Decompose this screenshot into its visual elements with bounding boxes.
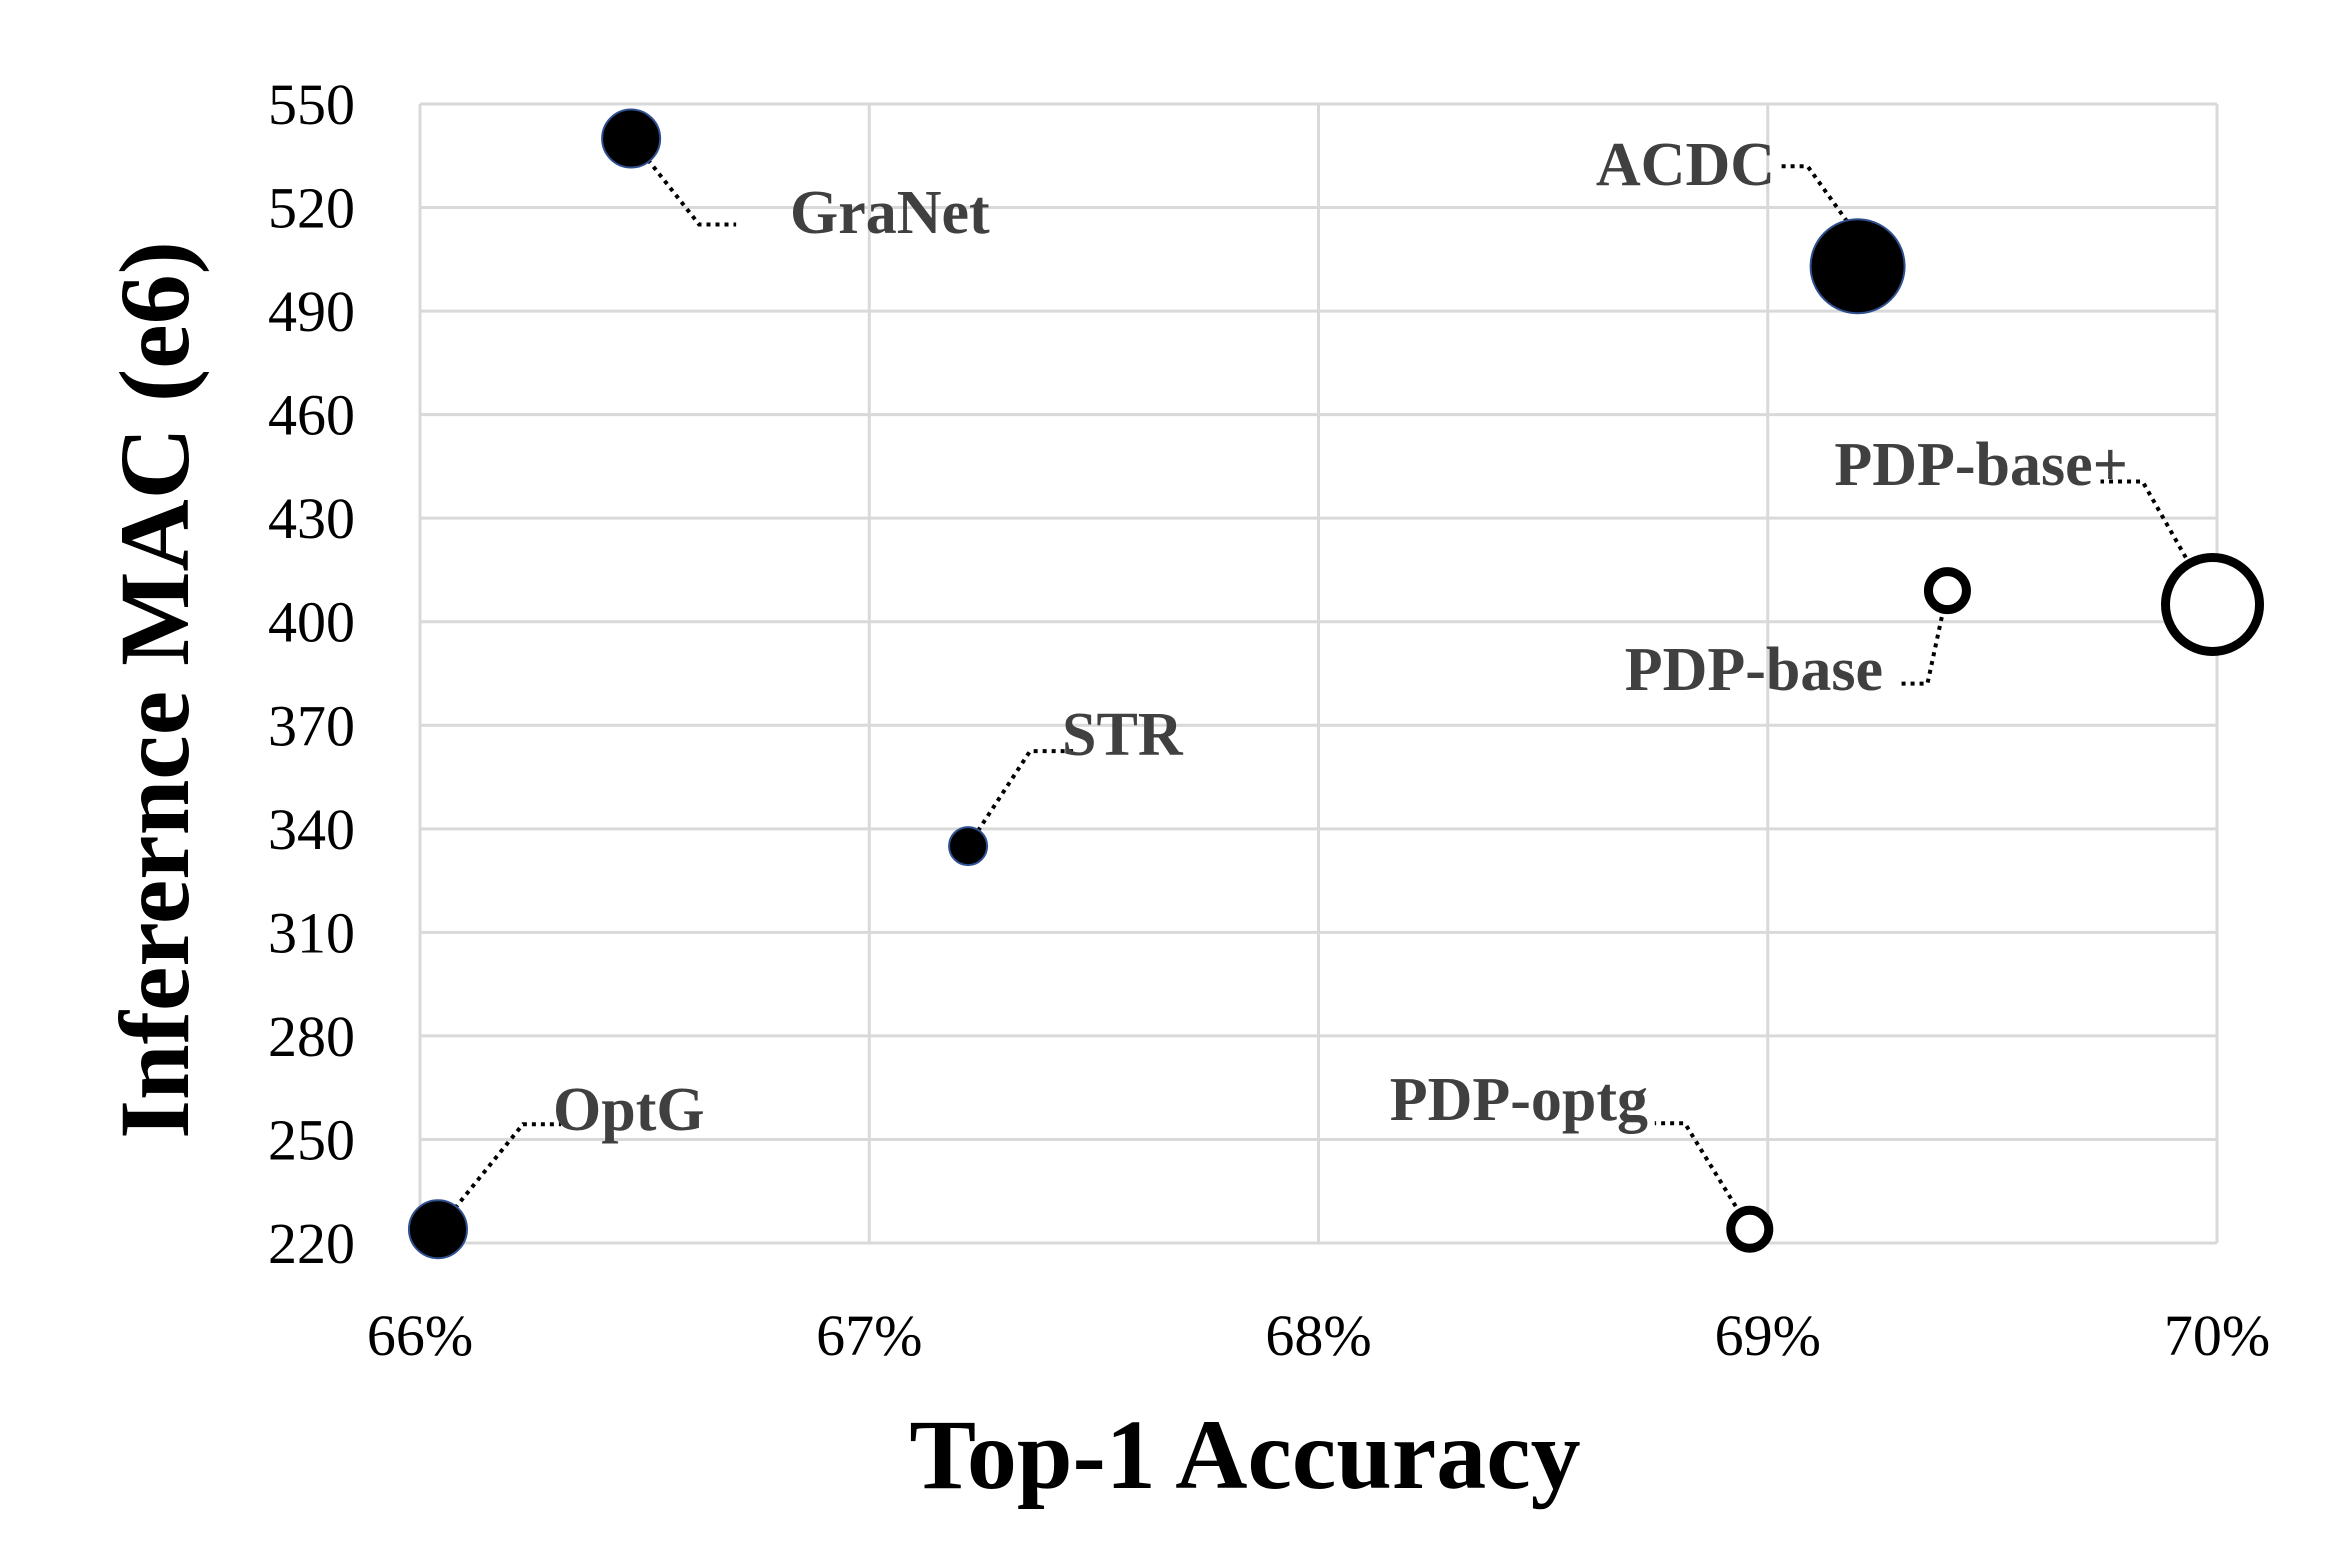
y-axis-title: Inferernce MAC (e6) (99, 241, 210, 1139)
leader-str (966, 749, 1074, 848)
y-tick-label: 550 (268, 72, 355, 137)
x-tick-label: 68% (1265, 1303, 1371, 1368)
x-axis-ticks: 66% 67% 68% 69% 70% (367, 1303, 2270, 1368)
leader-acdc (1777, 164, 1860, 238)
point-pdp-base (2161, 552, 2265, 656)
label-leaders (436, 137, 2215, 1231)
point-pdp-optg (1726, 1205, 1774, 1253)
y-tick-label: 460 (268, 383, 355, 448)
point-str (948, 826, 989, 867)
label-pdp-base: PDP-base+ (1834, 431, 2128, 499)
y-tick-label: 250 (268, 1107, 355, 1172)
y-tick-label: 370 (268, 693, 355, 758)
x-tick-label: 67% (816, 1303, 922, 1368)
point-pdp-base (1923, 567, 1971, 615)
data-points (407, 108, 2265, 1260)
point-acdc (1809, 218, 1906, 315)
point-labels: GraNet ACDC STR OptG PDP-base PDP-base+ PDP-op… (553, 131, 2128, 1144)
leader-optg (436, 1122, 561, 1231)
y-axis-ticks: 220 250 280 310 340 370 400 430 460 490 520 550 (268, 72, 355, 1276)
x-tick-label: 69% (1715, 1303, 1821, 1368)
y-tick-label: 520 (268, 176, 355, 241)
y-tick-label: 220 (268, 1211, 355, 1276)
label-pdp-optg: PDP-optg (1390, 1066, 1648, 1134)
x-axis-title: Top-1 Accuracy (909, 1399, 1580, 1510)
leader-granet (629, 137, 737, 227)
y-tick-label: 400 (268, 590, 355, 655)
y-tick-label: 340 (268, 797, 355, 862)
x-tick-label: 66% (367, 1303, 473, 1368)
label-str: STR (1062, 701, 1184, 769)
point-optg (407, 1199, 468, 1260)
y-tick-label: 310 (268, 900, 355, 965)
label-granet: GraNet (790, 179, 990, 247)
y-tick-label: 490 (268, 279, 355, 344)
grid (418, 102, 2219, 1245)
point-granet (601, 108, 662, 169)
label-acdc: ACDC (1596, 131, 1775, 199)
y-tick-label: 430 (268, 486, 355, 551)
label-optg: OptG (553, 1076, 705, 1144)
y-tick-label: 280 (268, 1004, 355, 1069)
leader-pdp-optg (1654, 1121, 1752, 1231)
x-tick-label: 70% (2164, 1303, 2270, 1368)
label-pdp-base: PDP-base (1625, 636, 1883, 704)
